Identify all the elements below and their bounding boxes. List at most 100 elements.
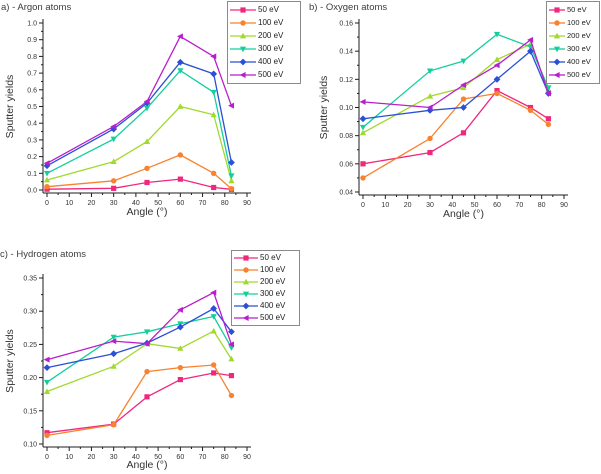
- legend-marker: [239, 32, 247, 39]
- legend-item: 200 eV: [230, 29, 298, 42]
- data-point-marker: [177, 345, 184, 351]
- data-point-marker: [110, 334, 117, 341]
- data-point-marker: [210, 89, 217, 96]
- x-tick-label: 60: [176, 454, 184, 461]
- y-tick-label: 0.16: [339, 21, 353, 28]
- legend-marker: [239, 72, 246, 79]
- data-point-marker: [527, 104, 534, 111]
- x-tick-label: 0: [45, 200, 49, 207]
- data-point-marker: [144, 394, 150, 400]
- data-point-marker: [110, 123, 117, 130]
- x-tick-label: 10: [381, 202, 389, 209]
- y-tick-label: 0.9: [27, 37, 37, 44]
- y-tick-label: 0.0: [27, 188, 37, 195]
- x-tick-label: 20: [88, 454, 96, 461]
- oxygen-plot: 0 10 20 30 40 50 60 70 80 90 0.04 0.06 0.08 0.10 0.12 0…: [318, 19, 568, 220]
- data-point-marker: [228, 177, 235, 184]
- x-tick-label: 0: [361, 202, 365, 209]
- y-tick-label: 0.35: [23, 276, 37, 283]
- legend-hydrogen: 50 eV 100 eV 200 eV 300 eV 400 eV 500 eV: [231, 250, 300, 326]
- hydrogen-plot: 0 10 20 30 40 50 60 70 80 90 0.10 0.15 0.20 0.25 0.30 0…: [4, 274, 251, 471]
- series-line-200-eV: [46, 330, 232, 393]
- legend-line-sample: [549, 32, 565, 39]
- data-point-marker: [143, 98, 150, 105]
- x-tick-label: 20: [404, 202, 412, 209]
- series-line-50-eV: [362, 89, 549, 165]
- series-line-400-eV: [46, 61, 233, 167]
- series-line-500-eV: [46, 291, 233, 361]
- panel-title-oxygen: b) - Oxygen atoms: [309, 2, 388, 13]
- data-point-marker: [177, 176, 183, 182]
- x-axis-label: Angle (°): [127, 206, 168, 218]
- data-point-marker: [176, 58, 184, 66]
- data-point-marker: [527, 36, 534, 43]
- legend-item: 500 eV: [234, 312, 297, 324]
- x-tick-label: 50: [154, 454, 162, 461]
- legend-marker: [553, 32, 561, 39]
- legend-marker: [239, 46, 247, 53]
- data-point-marker: [110, 178, 117, 184]
- series-line-100-eV: [46, 364, 232, 437]
- legend-line-sample: [234, 278, 258, 285]
- legend-label: 300 eV: [567, 44, 591, 54]
- legend-marker: [553, 58, 561, 66]
- legend-item: 200 eV: [234, 276, 297, 288]
- data-point-marker: [144, 179, 150, 186]
- legend-item: 50 eV: [549, 3, 597, 16]
- data-point-marker: [110, 338, 117, 345]
- data-point-marker: [143, 340, 150, 347]
- data-point-marker: [494, 90, 500, 97]
- y-tick-label: 0.15: [23, 408, 37, 415]
- legend-item: 300 eV: [230, 42, 298, 55]
- legend-line-sample: [234, 315, 258, 321]
- legend-line-sample: [230, 19, 256, 26]
- data-point-marker: [44, 432, 50, 439]
- data-point-marker: [493, 62, 500, 69]
- x-tick-label: 80: [538, 202, 546, 209]
- series-line-300-eV: [46, 69, 233, 176]
- legend-label: 200 eV: [258, 30, 284, 40]
- legend-line-sample: [549, 6, 565, 13]
- legend-label: 300 eV: [260, 289, 286, 298]
- series-line-500-eV: [46, 35, 233, 164]
- y-tick-label: 0.5: [27, 104, 37, 111]
- data-point-marker: [426, 104, 433, 111]
- legend-marker: [242, 291, 250, 298]
- legend-label: 500 eV: [260, 313, 286, 322]
- data-point-marker: [545, 116, 551, 122]
- data-point-marker: [360, 175, 366, 181]
- legend-item: 200 eV: [549, 29, 597, 42]
- series-line-300-eV: [362, 33, 549, 128]
- series-line-100-eV: [362, 92, 549, 179]
- legend-line-sample: [230, 46, 256, 53]
- legend-label: 500 eV: [567, 70, 591, 80]
- legend-item: 50 eV: [230, 3, 298, 16]
- data-point-marker: [426, 93, 434, 99]
- data-point-marker: [143, 329, 151, 335]
- y-tick-label: 0.12: [339, 77, 353, 84]
- data-point-marker: [228, 185, 235, 192]
- data-point-marker: [210, 170, 217, 176]
- x-tick-label: 30: [426, 202, 434, 209]
- x-tick-label: 30: [110, 454, 118, 461]
- data-point-marker: [228, 159, 235, 166]
- panel-argon-chart: a) - Argon atoms 0 10 20 30 40 50 60 70 80 90 0.0 0…: [0, 0, 301, 237]
- data-point-marker: [545, 121, 552, 128]
- legend-label: 400 eV: [567, 57, 591, 67]
- panel-oxygen-chart: b) - Oxygen atoms 0 10 20 30 40 50 60 70 80 90 0.0…: [300, 0, 601, 237]
- data-point-marker: [460, 81, 467, 88]
- data-point-marker: [228, 173, 235, 180]
- y-axis-label: Sputter yields: [4, 75, 16, 139]
- y-tick-label: 0.3: [27, 137, 37, 144]
- legend-marker: [242, 278, 250, 285]
- legend-line-sample: [549, 19, 565, 26]
- data-point-marker: [460, 130, 467, 136]
- legend-marker: [554, 19, 560, 26]
- data-point-marker: [527, 47, 534, 55]
- y-tick-label: 0.25: [23, 342, 37, 349]
- data-point-marker: [43, 379, 51, 386]
- series-line-400-eV: [362, 50, 549, 120]
- data-point-marker: [43, 388, 51, 394]
- data-point-marker: [427, 135, 433, 142]
- data-point-marker: [43, 364, 51, 372]
